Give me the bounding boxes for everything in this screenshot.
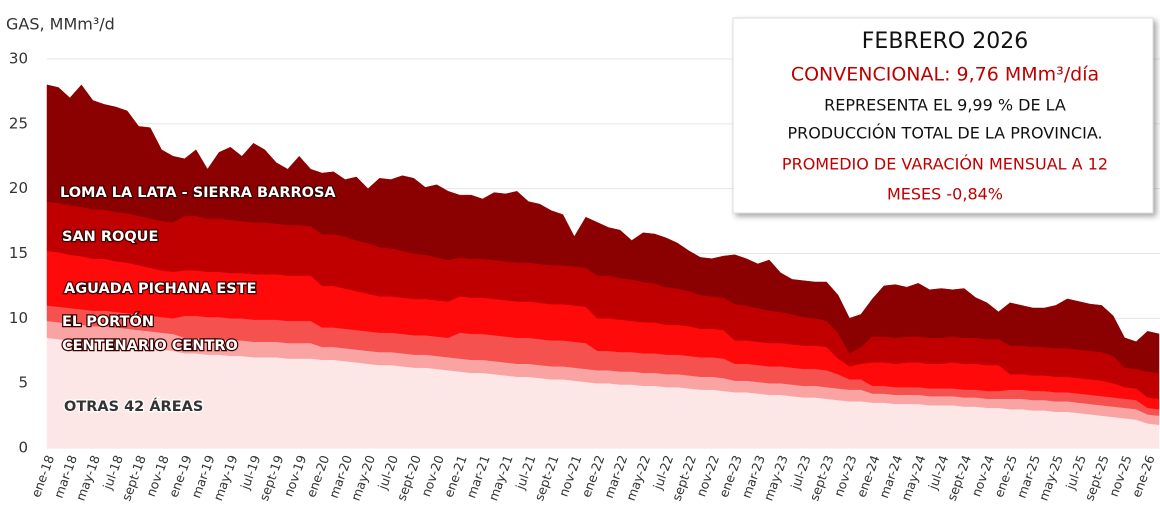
note-box [732, 17, 1154, 214]
series-label: OTRAS 42 ÁREAS [64, 398, 203, 415]
series-label: AGUADA PICHANA ESTE [64, 281, 257, 297]
y-tick-label: 15 [9, 244, 28, 262]
note-line: CONVENCIONAL: 9,76 MMm³/día [791, 64, 1099, 86]
y-tick-label: 30 [9, 50, 28, 68]
note-line: REPRESENTA EL 9,99 % DE LA [824, 96, 1066, 115]
series-label: EL PORTÓN [62, 312, 154, 330]
series-label: SAN ROQUE [62, 229, 158, 245]
area [46, 84, 1160, 374]
series-label: LOMA LA LATA - SIERRA BARROSA [60, 185, 336, 201]
note-title: FEBRERO 2026 [862, 29, 1028, 54]
note-line: PRODUCCIÓN TOTAL DE LA PROVINCIA. [787, 124, 1102, 143]
note-line: MESES -0,84% [887, 185, 1003, 204]
note-line: PROMEDIO DE VARACIÓN MENSUAL A 12 [782, 155, 1108, 174]
y-tick-label: 0 [18, 439, 28, 457]
y-tick-label: 20 [9, 179, 28, 197]
series-label: CENTENARIO CENTRO [62, 338, 238, 354]
y-tick-label: 5 [18, 374, 28, 392]
y-tick-label: 10 [9, 309, 28, 327]
y-axis-label: GAS, MMm³/d [6, 15, 115, 34]
y-tick-label: 25 [9, 114, 28, 132]
